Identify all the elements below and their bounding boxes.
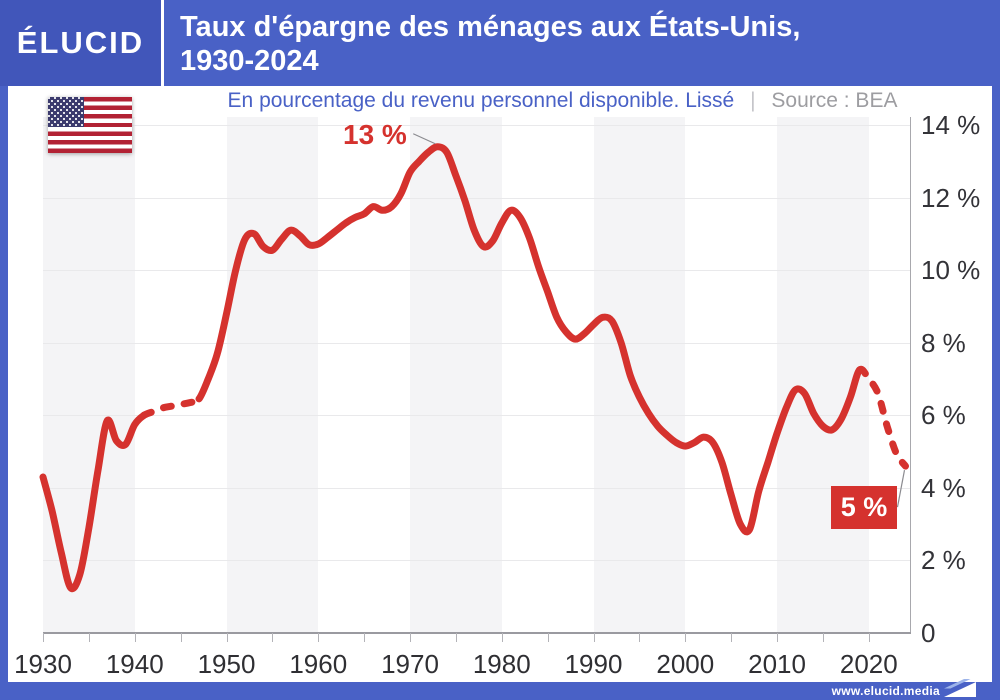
x-axis-tick [777,633,779,642]
curve-segment-dashed [856,365,909,470]
y-axis-label: 8 % [921,327,966,358]
x-axis-tick [410,633,412,642]
annotation-end-label: 5 % [831,486,897,529]
us-flag-canton [48,97,84,128]
decade-band [410,117,502,633]
x-axis-label: 1950 [197,649,256,679]
elucid-logo-text: ÉLUCID [16,25,145,60]
gridline [43,487,911,489]
frame-left [0,86,8,682]
curve-segment-solid [195,143,864,536]
x-axis-tick [180,633,182,642]
x-axis-label: 1940 [105,649,164,679]
x-axis-label: 2010 [748,649,806,679]
chart-plot-area: 13 % 5 % [39,117,911,634]
y-axis-labels: 0 2 % 4 % 6 % 8 % 10 % 12 % 14 % [921,0,991,700]
annotation-connector-line [896,469,906,508]
x-axis-label: 1970 [381,649,439,679]
gridline [43,560,911,562]
x-axis-label: 2000 [656,649,715,679]
gridline [43,124,911,126]
savings-rate-curve [39,133,909,593]
x-axis-tick [822,633,824,642]
header-bar: ÉLUCID Taux d'épargne des ménages aux Ét… [0,0,1000,86]
x-axis-tick [364,633,366,642]
x-axis-line [43,632,911,634]
x-axis-label: 2020 [839,649,898,679]
x-axis-label: 1980 [472,649,531,679]
x-axis-tick [639,633,641,642]
x-axis-tick [593,633,595,642]
annotation-connector-line [412,133,436,145]
elucid-logo: ÉLUCID [0,0,161,86]
x-axis-tick [134,633,136,642]
decade-band [777,117,869,633]
x-axis-tick [43,633,44,642]
source-label: Source : BEA [771,89,898,112]
x-axis-tick [868,633,870,642]
y-axis-label: 6 % [921,400,966,431]
y-axis-label: 10 % [921,255,981,286]
y-axis-label: 14 % [921,109,981,140]
x-axis-tick [272,633,274,642]
footer-website: www.elucid.media [831,684,940,698]
header-divider [161,0,164,86]
x-axis-tick [501,633,503,642]
x-axis-tick [685,633,687,642]
x-axis-label: 1960 [289,649,348,679]
x-axis: 1930 1940 1950 1960 1970 1980 1990 2000 2010 2020 [14,633,911,683]
curve-segment-dashed [140,395,203,419]
plot-right-border [910,117,911,633]
decade-band [593,117,686,633]
gridline [43,270,911,272]
title-line-2: 1930-2024 [180,45,319,77]
y-axis-label: 0 [921,618,936,648]
page-title: Taux d'épargne des ménages aux États-Uni… [180,10,990,78]
gridline [43,197,911,199]
x-axis-tick [226,633,228,642]
x-axis-label: 1930 [14,649,72,679]
x-axis-tick [455,633,457,642]
x-axis-tick [88,633,90,642]
gridline [43,415,911,417]
us-flag-icon [48,97,132,153]
x-axis-label: 1990 [564,649,623,679]
y-axis-label: 12 % [921,182,981,213]
subtitle-separator: | [750,89,756,112]
x-axis-tick [547,633,549,642]
decade-band [226,117,319,633]
y-axis-label: 4 % [921,472,966,503]
x-axis-tick [318,633,320,642]
footer-bar: www.elucid.media [0,679,1000,700]
elucid-logo-mark-icon [944,679,976,697]
curve-segment-solid [39,411,148,593]
title-line-1: Taux d'épargne des ménages aux États-Uni… [180,11,801,43]
x-axis-tick [731,633,733,642]
gridline [43,342,911,344]
subtitle-text: En pourcentage du revenu personnel dispo… [227,89,735,112]
frame-right [992,86,1000,682]
annotation-peak-label: 13 % [343,119,407,150]
y-axis-label: 2 % [921,545,966,576]
chart-subtitle: En pourcentage du revenu personnel dispo… [140,87,985,114]
annotation-end-text: 5 % [840,492,888,522]
